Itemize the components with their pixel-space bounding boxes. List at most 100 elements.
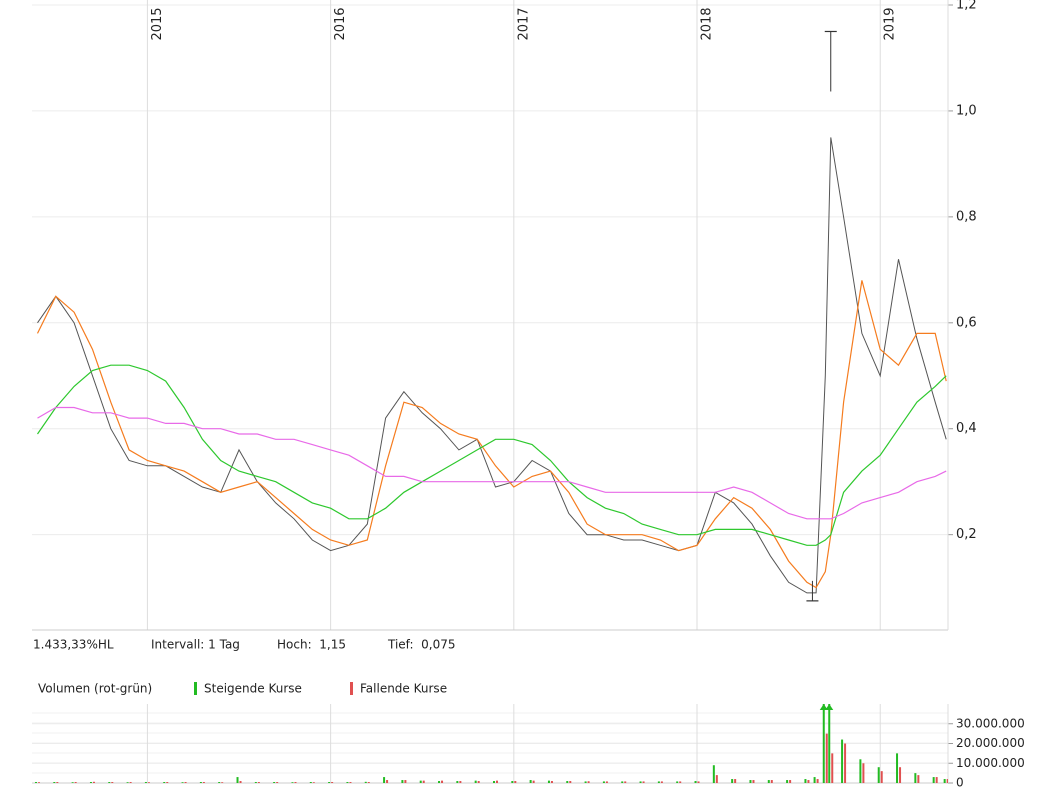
volume-bar — [108, 782, 111, 783]
volume-bar — [566, 781, 569, 783]
volume-bar — [199, 782, 202, 783]
volume-bar — [584, 781, 587, 783]
volume-bar — [367, 782, 370, 783]
volume-bar — [896, 753, 899, 783]
volume-bar — [163, 782, 166, 783]
volume-bar — [89, 782, 92, 783]
y-tick-label: 0,6 — [956, 315, 977, 330]
volume-bar — [605, 781, 608, 783]
overflow-arrow — [819, 704, 828, 710]
volume-bar — [349, 782, 352, 783]
volume-bar — [492, 781, 495, 783]
volume-bar — [624, 781, 627, 783]
volume-bar — [218, 782, 221, 783]
overflow-arrow — [825, 704, 834, 710]
volume-bar — [53, 782, 56, 783]
volume-bar — [899, 767, 902, 783]
volume-bar — [126, 782, 129, 783]
volume-bar — [943, 779, 946, 783]
volume-bar — [129, 782, 132, 783]
volume-bar — [456, 781, 459, 783]
volume-bar — [917, 775, 920, 783]
volume-bar — [862, 763, 865, 783]
volume-bar — [386, 780, 389, 783]
volume-bar — [74, 782, 77, 783]
x-tick-label: 2019 — [883, 7, 898, 40]
volume-bar — [828, 704, 831, 783]
info-low: Tief: 0,075 — [387, 638, 456, 652]
x-tick-label: 2018 — [700, 7, 715, 40]
volume-bar — [676, 781, 679, 783]
volume-bar — [767, 780, 770, 783]
volume-bar — [221, 782, 224, 783]
volume-bar — [294, 782, 297, 783]
y-tick-label: 1,2 — [956, 0, 977, 13]
volume-bar — [715, 775, 718, 783]
volume-bar — [694, 781, 697, 783]
info-high: Hoch: 1,15 — [277, 638, 346, 652]
volume-bar — [236, 777, 239, 783]
volume-bar — [813, 777, 816, 783]
volume-bar — [859, 759, 862, 783]
legend-label: Fallende Kurse — [360, 682, 447, 696]
volume-bar — [474, 780, 477, 783]
volume-bar — [825, 733, 828, 783]
volume-bar — [202, 782, 205, 783]
volume-bar — [831, 753, 834, 783]
volume-bar — [841, 739, 844, 783]
volume-bar — [181, 782, 184, 783]
y-tick-label: 0,4 — [956, 421, 977, 436]
volume-bar — [532, 780, 535, 783]
volume-bar — [877, 767, 880, 783]
volume-bar — [679, 781, 682, 783]
volume-bar — [459, 781, 462, 783]
volume-bar — [844, 743, 847, 783]
volume-bar — [946, 779, 948, 783]
y-tick-label: 1,0 — [956, 103, 977, 118]
volume-bar — [254, 782, 257, 783]
volume-bar — [639, 781, 642, 783]
volume-bar — [184, 782, 187, 783]
extreme-marker — [806, 580, 819, 602]
volume-bar — [309, 782, 312, 783]
series-line — [36, 280, 947, 589]
volume-bar — [438, 781, 441, 783]
volume-bar — [477, 781, 480, 783]
volume-bar — [514, 781, 517, 783]
volume-bar — [92, 781, 95, 783]
volume-bar — [789, 780, 792, 783]
volume-bar — [657, 781, 660, 783]
series-line — [37, 364, 947, 546]
volume-bar — [401, 780, 404, 783]
volume-bar — [441, 780, 444, 783]
volume-bar — [276, 782, 279, 783]
volume-bar — [383, 777, 386, 783]
volume-bar — [880, 771, 883, 783]
volume-bar — [239, 781, 242, 783]
y-tick-label: 30.000.000 — [956, 716, 1025, 730]
volume-bar — [419, 780, 422, 783]
volume-bar — [749, 780, 752, 783]
legend-swatch — [194, 682, 197, 695]
volume-bar — [914, 773, 917, 783]
volume-bar — [166, 782, 169, 783]
volume-bar — [346, 782, 349, 783]
volume-bar — [807, 780, 810, 783]
volume-bar — [804, 779, 807, 783]
volume-bar — [529, 780, 532, 783]
y-tick-label: 20.000.000 — [956, 736, 1025, 750]
volume-bar — [752, 780, 755, 783]
x-tick-label: 2016 — [333, 7, 348, 40]
volume-bar — [422, 780, 425, 783]
volume-bar — [495, 780, 498, 783]
x-tick-label: 2017 — [516, 7, 531, 40]
volume-bar — [822, 704, 825, 783]
legend-label: Steigende Kurse — [204, 682, 302, 696]
volume-bar — [932, 777, 935, 783]
volume-bar — [660, 781, 663, 783]
volume-bar — [364, 781, 367, 783]
volume-bar — [111, 782, 114, 783]
volume-bar — [291, 782, 294, 783]
series-line — [37, 137, 947, 594]
